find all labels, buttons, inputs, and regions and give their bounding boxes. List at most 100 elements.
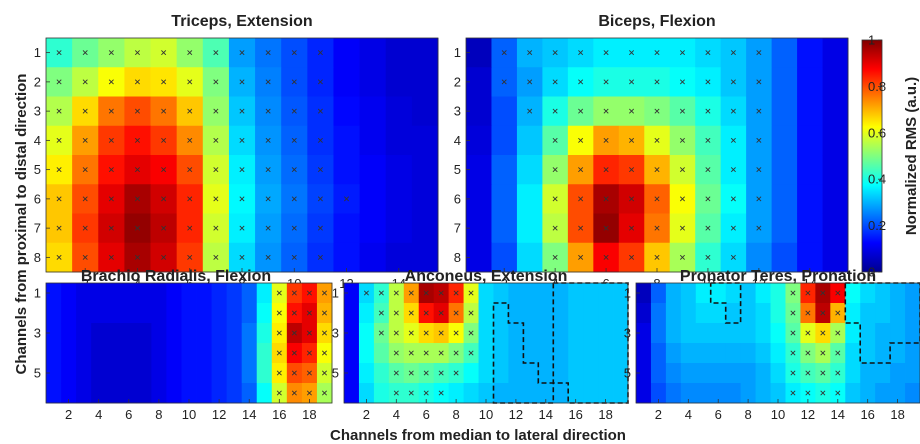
- heatmap-cell: [466, 96, 492, 127]
- heatmap-cell: [636, 363, 652, 384]
- cross-marker: [805, 330, 811, 336]
- x-tick-label: 16: [272, 407, 286, 422]
- heatmap-cell: [890, 323, 906, 344]
- heatmap-cell: [91, 343, 107, 364]
- cross-marker: [213, 137, 219, 143]
- heatmap-cell: [770, 383, 786, 404]
- heatmap-cell: [493, 383, 509, 404]
- cross-marker: [134, 137, 140, 143]
- x-tick-label: 2: [363, 407, 370, 422]
- heatmap-cell: [181, 343, 197, 364]
- heatmap-cell: [166, 343, 182, 364]
- heatmap-cell: [136, 363, 152, 384]
- heatmap-cell: [333, 125, 360, 156]
- heatmap-cell: [822, 67, 849, 97]
- cross-marker: [578, 108, 584, 114]
- cross-marker: [603, 108, 609, 114]
- cross-marker: [108, 50, 114, 56]
- heatmap-cell: [650, 303, 667, 324]
- heatmap-cell: [46, 383, 62, 404]
- cross-marker: [578, 225, 584, 231]
- heatmap-cell: [905, 343, 920, 364]
- cross-marker: [705, 137, 711, 143]
- cross-marker: [679, 225, 685, 231]
- colorbar-label: Normalized RMS (a.u.): [903, 77, 920, 235]
- cross-marker: [603, 79, 609, 85]
- heatmap-cell: [466, 67, 492, 97]
- x-tick-label: 4: [685, 407, 692, 422]
- heatmap-cell: [411, 213, 439, 244]
- cross-marker: [134, 50, 140, 56]
- cross-marker: [265, 254, 271, 260]
- heatmap-cell: [613, 283, 629, 304]
- heatmap-cell: [665, 283, 682, 304]
- heatmap-cell: [478, 383, 494, 404]
- y-tick-label: 8: [34, 250, 41, 265]
- heatmap-cell: [875, 323, 891, 344]
- cross-marker: [805, 370, 811, 376]
- heatmap-cell: [523, 363, 539, 384]
- x-tick-label: 10: [771, 407, 785, 422]
- cross-marker: [239, 254, 245, 260]
- heatmap-cell: [385, 155, 413, 185]
- y-tick-label: 3: [34, 104, 41, 119]
- heatmap-cell: [845, 383, 861, 404]
- cross-marker: [578, 50, 584, 56]
- cross-marker: [276, 290, 282, 296]
- heatmap-cell: [333, 38, 360, 68]
- heatmap-cell: [344, 323, 360, 344]
- cross-marker: [552, 167, 558, 173]
- heatmap-cell: [725, 283, 742, 304]
- y-tick-label: 6: [34, 191, 41, 206]
- cross-marker: [629, 167, 635, 173]
- cross-marker: [317, 254, 323, 260]
- heatmap-cell: [181, 323, 197, 344]
- heatmap-cell: [725, 343, 742, 364]
- heatmap-cell: [466, 184, 492, 214]
- heatmap-cell: [478, 283, 494, 304]
- heatmap-cell: [491, 184, 518, 214]
- heatmap-cell: [344, 303, 360, 324]
- heatmap-cell: [905, 283, 920, 304]
- cross-marker: [265, 50, 271, 56]
- heatmap-cell: [771, 38, 798, 68]
- heatmap-cell: [553, 283, 569, 304]
- cross-marker: [82, 79, 88, 85]
- heatmap-cell: [466, 125, 492, 156]
- cross-marker: [730, 167, 736, 173]
- heatmap-cell: [181, 283, 197, 304]
- cross-marker: [213, 167, 219, 173]
- y-tick-label: 3: [454, 104, 461, 119]
- heatmap-cell: [508, 383, 524, 404]
- heatmap-cell: [516, 242, 543, 273]
- heatmap-cell: [890, 383, 906, 404]
- cross-marker: [527, 79, 533, 85]
- cross-marker: [820, 370, 826, 376]
- heatmap-cell: [226, 283, 243, 304]
- cross-marker: [306, 290, 312, 296]
- cross-marker: [108, 167, 114, 173]
- cross-marker: [321, 290, 327, 296]
- heatmap-cell: [359, 96, 387, 127]
- cross-marker: [654, 50, 660, 56]
- cross-marker: [438, 290, 444, 296]
- heatmap-cell: [680, 283, 697, 304]
- heatmap-cell: [344, 343, 360, 364]
- heatmap-cell: [770, 283, 786, 304]
- x-tick-label: 6: [715, 407, 722, 422]
- heatmap-cell: [822, 184, 849, 214]
- cross-marker: [790, 390, 796, 396]
- cross-marker: [378, 310, 384, 316]
- cross-marker: [291, 79, 297, 85]
- heatmap-cell: [860, 283, 876, 304]
- cross-marker: [501, 79, 507, 85]
- heatmap-cell: [359, 184, 387, 214]
- heatmap-cell: [411, 38, 439, 68]
- heatmap-cell: [411, 155, 439, 185]
- cross-marker: [187, 254, 193, 260]
- heatmap-cell: [196, 283, 212, 304]
- heatmap-cell: [333, 67, 360, 97]
- cross-marker: [291, 196, 297, 202]
- y-tick-label: 1: [332, 286, 339, 301]
- heatmap-cell: [695, 303, 712, 324]
